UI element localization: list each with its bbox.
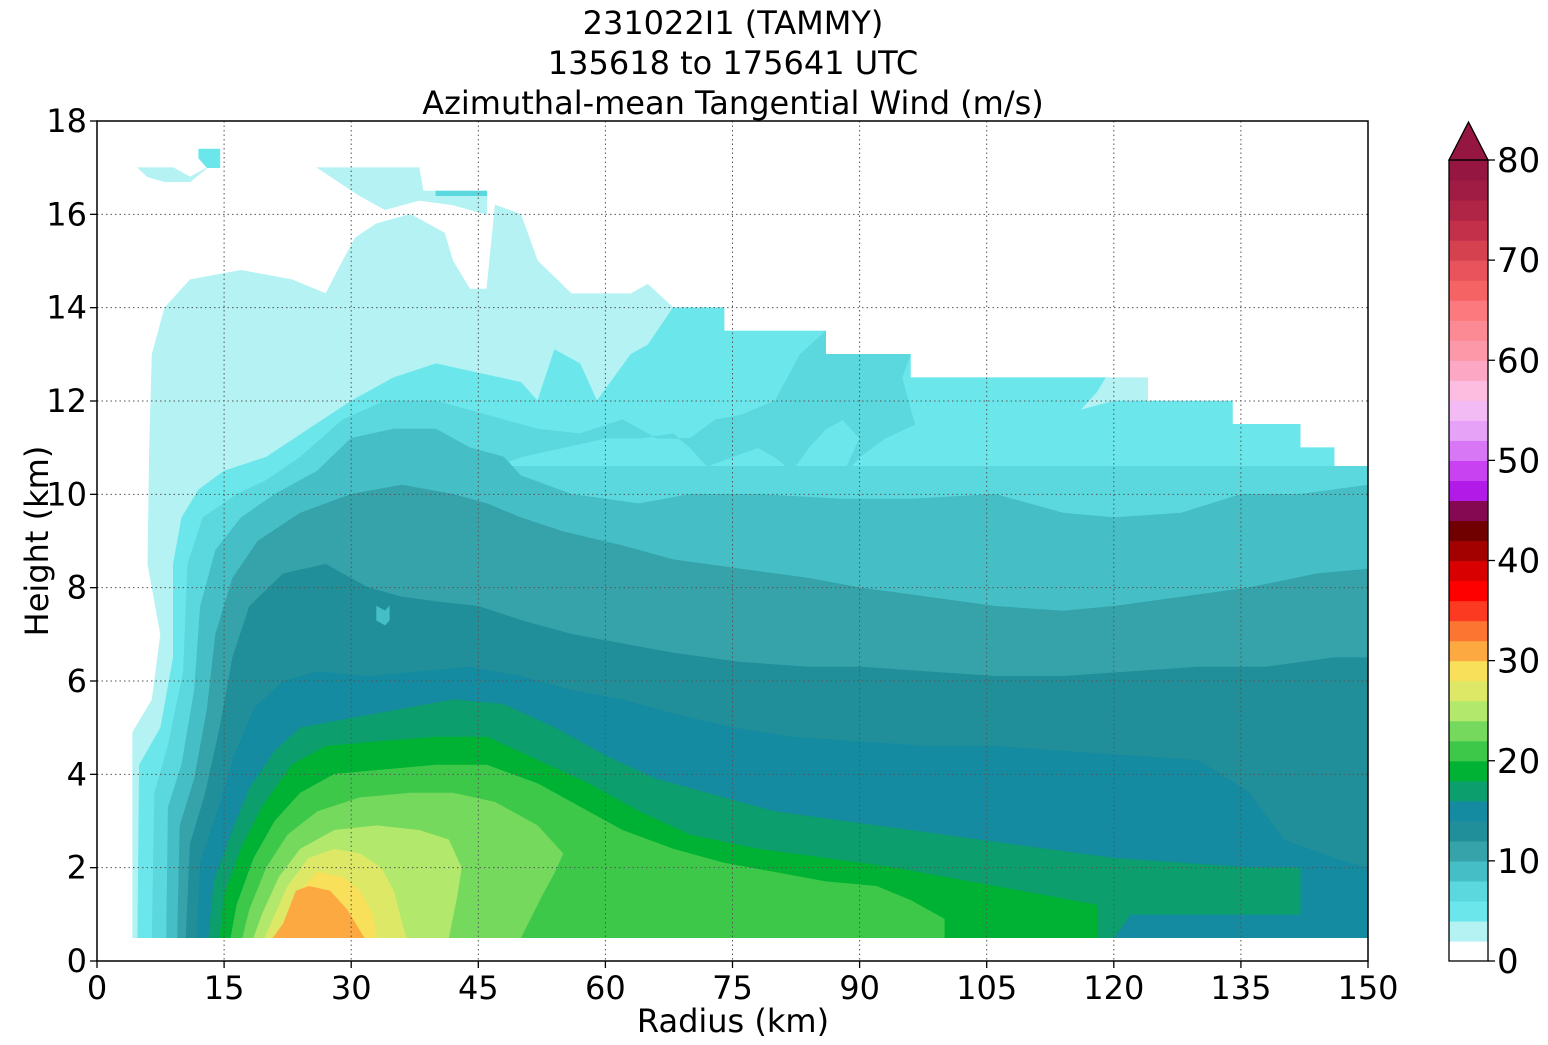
colorbar-segment bbox=[1449, 820, 1488, 842]
colorbar-segment bbox=[1449, 460, 1488, 481]
colorbar-segment bbox=[1449, 440, 1488, 461]
colorbar-tick-label: 70 bbox=[1497, 241, 1540, 281]
y-tick-label: 10 bbox=[46, 475, 87, 513]
y-tick-label: 12 bbox=[46, 382, 87, 420]
y-tick-label: 0 bbox=[67, 942, 87, 980]
chart-title-line-2: 135618 to 175641 UTC bbox=[548, 44, 918, 82]
y-tick-label: 16 bbox=[46, 195, 87, 233]
colorbar-segment bbox=[1449, 620, 1488, 642]
y-axis-label: Height (km) bbox=[18, 446, 56, 637]
colorbar-segment bbox=[1449, 880, 1488, 902]
x-axis-ticks: 0 15 30 45 60 75 90 105 120 135 150 bbox=[87, 961, 1399, 1007]
contour-region-4-18 bbox=[198, 148, 221, 168]
chart-title: 231022I1 (TAMMY) 135618 to 175641 UTC Az… bbox=[422, 4, 1044, 122]
y-tick-label: 18 bbox=[46, 102, 87, 140]
colorbar-segment bbox=[1449, 260, 1488, 281]
colorbar-segment bbox=[1449, 520, 1488, 542]
x-tick-label: 45 bbox=[458, 969, 499, 1007]
x-tick-label: 120 bbox=[1083, 969, 1144, 1007]
y-tick-label: 6 bbox=[67, 662, 87, 700]
colorbar-tick-label: 40 bbox=[1497, 542, 1540, 582]
colorbar-segment bbox=[1449, 180, 1488, 201]
y-tick-label: 2 bbox=[67, 849, 87, 887]
colorbar-tick-label: 80 bbox=[1497, 141, 1540, 181]
colorbar-segment bbox=[1449, 760, 1488, 782]
colorbar-segment bbox=[1449, 840, 1488, 862]
colorbar-segment bbox=[1449, 640, 1488, 662]
colorbar-tick-label: 60 bbox=[1497, 341, 1540, 381]
contour-region-8-19 bbox=[376, 605, 390, 626]
grid-lines bbox=[97, 121, 1368, 961]
x-tick-label: 150 bbox=[1337, 969, 1398, 1007]
colorbar-segment bbox=[1449, 300, 1488, 321]
colorbar-segment bbox=[1449, 700, 1488, 722]
contour-region-6-17 bbox=[435, 190, 488, 196]
colorbar-segment bbox=[1449, 240, 1488, 261]
x-tick-label: 90 bbox=[839, 969, 880, 1007]
x-tick-label: 60 bbox=[585, 969, 626, 1007]
colorbar-segment bbox=[1449, 340, 1488, 361]
colorbar-tick-label: 10 bbox=[1497, 842, 1540, 882]
chart-title-line-1: 231022I1 (TAMMY) bbox=[583, 4, 884, 42]
colorbar-segment bbox=[1449, 900, 1488, 922]
y-axis-ticks: 0 2 4 6 8 10 12 14 16 18 bbox=[46, 102, 97, 980]
colorbar-segment bbox=[1449, 360, 1488, 381]
colorbar-segment bbox=[1449, 600, 1488, 622]
colorbar-segment bbox=[1449, 320, 1488, 341]
contour-region-2-2 bbox=[316, 167, 488, 215]
colorbar-segment bbox=[1449, 400, 1488, 421]
colorbar-extend-max bbox=[1447, 120, 1490, 161]
colorbar-segment bbox=[1449, 920, 1488, 942]
colorbar-segment bbox=[1449, 220, 1488, 241]
colorbar-segment bbox=[1449, 860, 1488, 882]
colorbar-segment bbox=[1449, 200, 1488, 221]
colorbar-tick-label: 0 bbox=[1497, 942, 1519, 982]
colorbar-tick-label: 30 bbox=[1497, 642, 1540, 682]
colorbar-segment bbox=[1449, 540, 1488, 562]
colorbar: 0 10 20 30 40 50 60 70 80 bbox=[1447, 120, 1540, 982]
colorbar-tick-label: 50 bbox=[1497, 441, 1540, 481]
colorbar-segment bbox=[1449, 800, 1488, 822]
chart-title-line-3: Azimuthal-mean Tangential Wind (m/s) bbox=[422, 84, 1044, 122]
x-tick-label: 135 bbox=[1210, 969, 1271, 1007]
y-tick-label: 8 bbox=[67, 569, 87, 607]
contour-fills bbox=[132, 148, 1368, 939]
x-tick-label: 75 bbox=[712, 969, 753, 1007]
colorbar-segment bbox=[1449, 660, 1488, 682]
colorbar-segment bbox=[1449, 780, 1488, 802]
colorbar-segment bbox=[1449, 580, 1488, 602]
x-tick-label: 0 bbox=[87, 969, 107, 1007]
colorbar-segment bbox=[1449, 560, 1488, 582]
colorbar-segment bbox=[1449, 380, 1488, 401]
y-tick-label: 4 bbox=[67, 755, 87, 793]
colorbar-segment bbox=[1449, 480, 1488, 502]
colorbar-segment bbox=[1449, 720, 1488, 742]
x-tick-label: 30 bbox=[331, 969, 372, 1007]
x-tick-label: 15 bbox=[204, 969, 245, 1007]
colorbar-tick-label: 20 bbox=[1497, 742, 1540, 782]
colorbar-segment bbox=[1449, 740, 1488, 762]
colorbar-segment bbox=[1449, 280, 1488, 301]
colorbar-segment bbox=[1449, 940, 1488, 962]
colorbar-segment bbox=[1449, 500, 1488, 522]
colorbar-segment bbox=[1449, 680, 1488, 702]
contour-region-2-1 bbox=[136, 167, 208, 182]
y-tick-label: 14 bbox=[46, 289, 87, 327]
contour-region-30-16 bbox=[272, 885, 365, 939]
colorbar-segment bbox=[1449, 160, 1488, 181]
colorbar-segment bbox=[1449, 420, 1488, 441]
x-axis-label: Radius (km) bbox=[637, 1002, 829, 1040]
x-tick-label: 105 bbox=[956, 969, 1017, 1007]
